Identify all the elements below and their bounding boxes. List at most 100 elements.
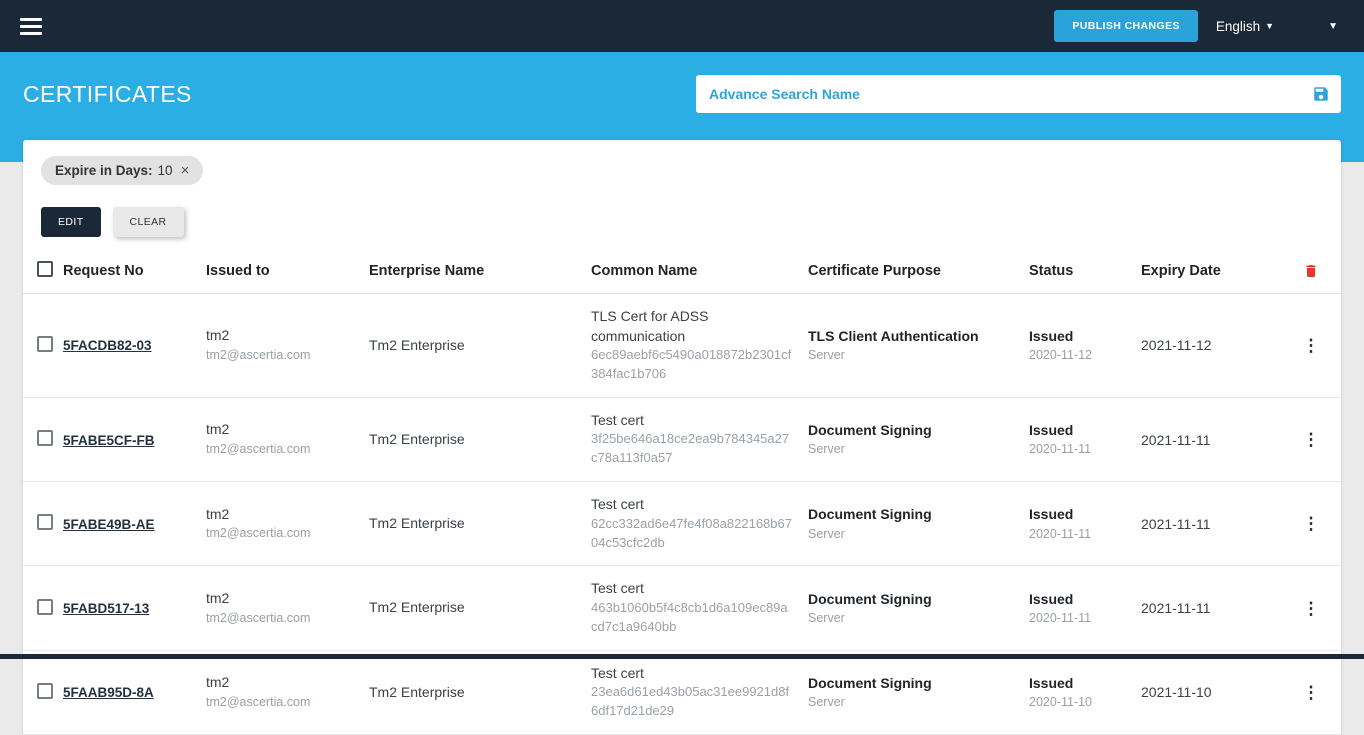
bottom-divider: [0, 654, 1364, 659]
request-no-link[interactable]: 5FAAB95D-8A: [63, 685, 154, 700]
purpose-subtype: Server: [808, 525, 1013, 544]
table-header-row: Request No Issued to Enterprise Name Com…: [23, 249, 1341, 294]
issued-to-email: tm2@ascertia.com: [206, 524, 353, 543]
certificate-hash: 3f25be646a18ce2ea9b784345a27c78a113f0a57: [591, 430, 792, 468]
certificate-purpose: Document Signing: [808, 504, 1013, 524]
kebab-icon[interactable]: ⋮: [1303, 684, 1320, 701]
enterprise-name: Tm2 Enterprise: [369, 337, 465, 353]
status-date: 2020-11-11: [1029, 440, 1125, 459]
header-issued-to: Issued to: [206, 251, 369, 291]
common-name: Test cert: [591, 664, 792, 684]
save-icon[interactable]: [1312, 85, 1330, 103]
common-name: Test cert: [591, 411, 792, 431]
select-all-checkbox[interactable]: [37, 261, 53, 277]
language-dropdown[interactable]: English ▼: [1216, 19, 1274, 34]
certificate-hash: 23ea6d61ed43b05ac31ee9921d8f6df17d21de29: [591, 683, 792, 721]
certificate-hash: 6ec89aebf6c5490a018872b2301cf384fac1b706: [591, 346, 792, 384]
filter-chip-label: Expire in Days:: [55, 163, 153, 178]
table-row: 5FABD517-13 tm2 tm2@ascertia.com Tm2 Ent…: [23, 566, 1341, 650]
issued-to-email: tm2@ascertia.com: [206, 693, 353, 712]
enterprise-name: Tm2 Enterprise: [369, 599, 465, 615]
request-no-link[interactable]: 5FABE5CF-FB: [63, 433, 155, 448]
hamburger-menu-icon[interactable]: [20, 18, 42, 35]
header-request-no: Request No: [63, 251, 206, 291]
row-checkbox[interactable]: [37, 430, 53, 446]
purpose-subtype: Server: [808, 693, 1013, 712]
certificate-hash: 62cc332ad6e47fe4f08a822168b6704c53cfc2db: [591, 515, 792, 553]
common-name: Test cert: [591, 579, 792, 599]
status-value: Issued: [1029, 673, 1125, 693]
enterprise-name: Tm2 Enterprise: [369, 684, 465, 700]
status-value: Issued: [1029, 326, 1125, 346]
table-row: 5FABE5CF-FB tm2 tm2@ascertia.com Tm2 Ent…: [23, 398, 1341, 482]
kebab-icon[interactable]: ⋮: [1303, 431, 1320, 448]
certificate-purpose: Document Signing: [808, 420, 1013, 440]
table-row: 5FACDB82-03 tm2 tm2@ascertia.com Tm2 Ent…: [23, 294, 1341, 398]
certificate-purpose: Document Signing: [808, 673, 1013, 693]
request-no-link[interactable]: 5FACDB82-03: [63, 338, 152, 353]
chip-remove-icon[interactable]: ×: [181, 163, 190, 178]
clear-button[interactable]: CLEAR: [113, 207, 184, 237]
user-menu-caret-icon[interactable]: ▼: [1328, 21, 1338, 32]
enterprise-name: Tm2 Enterprise: [369, 515, 465, 531]
issued-to-email: tm2@ascertia.com: [206, 609, 353, 628]
table-row: 5FAAB95D-8A tm2 tm2@ascertia.com Tm2 Ent…: [23, 651, 1341, 735]
table-row: 5FABE49B-AE tm2 tm2@ascertia.com Tm2 Ent…: [23, 482, 1341, 566]
kebab-icon[interactable]: ⋮: [1303, 515, 1320, 532]
certificate-purpose: Document Signing: [808, 589, 1013, 609]
common-name: TLS Cert for ADSS communication: [591, 307, 792, 346]
edit-button[interactable]: EDIT: [41, 207, 101, 237]
issued-to-name: tm2: [206, 505, 353, 525]
issued-to-email: tm2@ascertia.com: [206, 346, 353, 365]
status-date: 2020-11-11: [1029, 609, 1125, 628]
enterprise-name: Tm2 Enterprise: [369, 431, 465, 447]
issued-to-name: tm2: [206, 589, 353, 609]
purpose-subtype: Server: [808, 609, 1013, 628]
publish-changes-button[interactable]: PUBLISH CHANGES: [1054, 10, 1198, 42]
advance-search-box: [696, 75, 1341, 113]
trash-icon[interactable]: [1303, 263, 1319, 279]
top-bar: PUBLISH CHANGES English ▼ ▼: [0, 0, 1364, 52]
header-expiry-date: Expiry Date: [1141, 251, 1291, 291]
language-label: English: [1216, 19, 1260, 34]
header-certificate-purpose: Certificate Purpose: [808, 251, 1029, 291]
expiry-date: 2021-11-12: [1141, 324, 1291, 366]
chevron-down-icon: ▼: [1265, 21, 1274, 31]
status-value: Issued: [1029, 420, 1125, 440]
certificates-table: Request No Issued to Enterprise Name Com…: [23, 249, 1341, 735]
header-common-name: Common Name: [591, 251, 808, 291]
request-no-link[interactable]: 5FABE49B-AE: [63, 517, 155, 532]
expiry-date: 2021-11-11: [1141, 503, 1291, 545]
issued-to-name: tm2: [206, 326, 353, 346]
advance-search-input[interactable]: [696, 75, 1341, 113]
status-value: Issued: [1029, 504, 1125, 524]
certificates-card: Expire in Days: 10 × EDIT CLEAR Request …: [23, 140, 1341, 735]
status-date: 2020-11-12: [1029, 346, 1125, 365]
expiry-date: 2021-11-10: [1141, 671, 1291, 713]
filter-chip-value: 10: [158, 163, 173, 178]
status-value: Issued: [1029, 589, 1125, 609]
header-status: Status: [1029, 251, 1141, 291]
kebab-icon[interactable]: ⋮: [1303, 337, 1320, 354]
filter-chip: Expire in Days: 10 ×: [41, 156, 203, 185]
kebab-icon[interactable]: ⋮: [1303, 600, 1320, 617]
row-checkbox[interactable]: [37, 514, 53, 530]
issued-to-name: tm2: [206, 673, 353, 693]
certificate-hash: 463b1060b5f4c8cb1d6a109ec89acd7c1a9640bb: [591, 599, 792, 637]
status-date: 2020-11-10: [1029, 693, 1125, 712]
row-checkbox[interactable]: [37, 683, 53, 699]
certificate-purpose: TLS Client Authentication: [808, 326, 1013, 346]
expiry-date: 2021-11-11: [1141, 419, 1291, 461]
issued-to-email: tm2@ascertia.com: [206, 440, 353, 459]
status-date: 2020-11-11: [1029, 525, 1125, 544]
filter-actions: EDIT CLEAR: [41, 207, 1341, 237]
issued-to-name: tm2: [206, 420, 353, 440]
common-name: Test cert: [591, 495, 792, 515]
row-checkbox[interactable]: [37, 599, 53, 615]
purpose-subtype: Server: [808, 346, 1013, 365]
row-checkbox[interactable]: [37, 336, 53, 352]
header-enterprise-name: Enterprise Name: [369, 251, 591, 291]
page-title: CERTIFICATES: [23, 81, 192, 108]
request-no-link[interactable]: 5FABD517-13: [63, 601, 149, 616]
expiry-date: 2021-11-11: [1141, 587, 1291, 629]
